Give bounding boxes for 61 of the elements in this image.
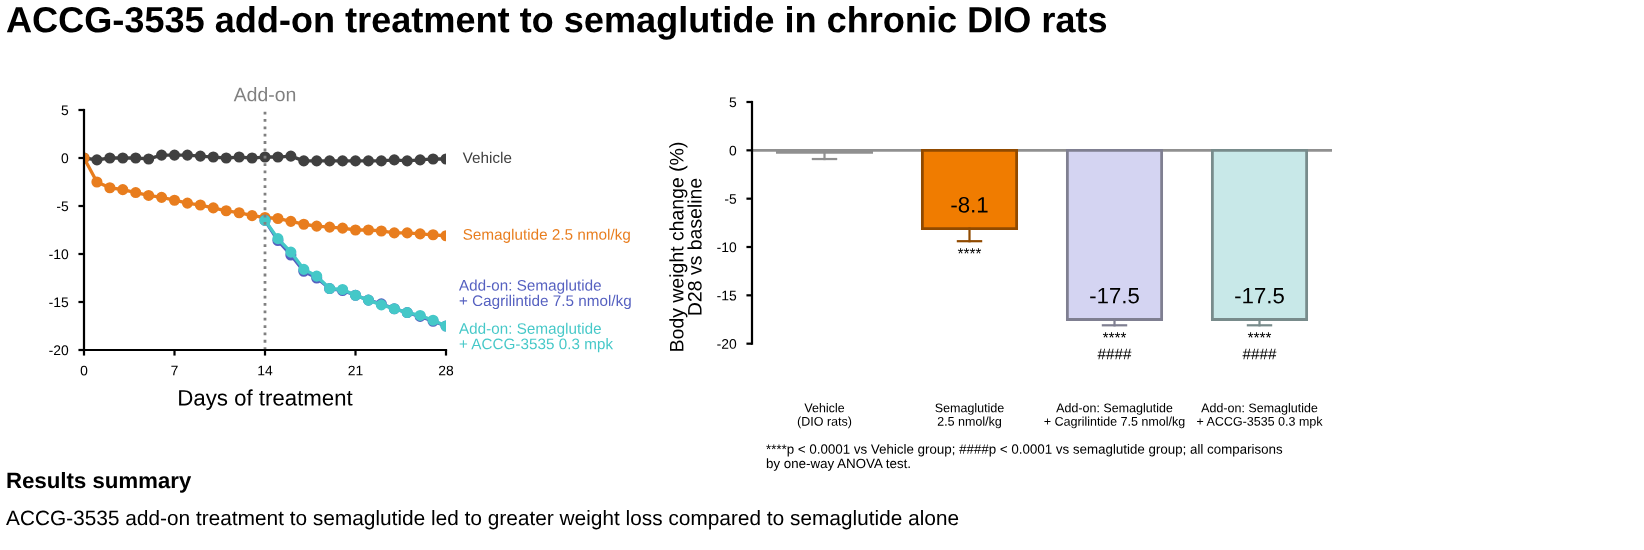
point [362,224,374,236]
point [91,154,103,166]
point [117,152,129,164]
point [181,197,193,209]
point [272,212,284,225]
point [349,155,362,167]
point [388,227,400,239]
point [233,207,245,219]
point [168,194,181,206]
point [91,176,103,188]
point [117,184,129,196]
point [181,149,193,161]
point [130,187,142,199]
point [375,155,387,167]
point [194,150,206,162]
point [414,228,426,240]
point [427,229,439,241]
point [156,149,168,161]
text: Results summary [7,472,192,493]
point [104,182,116,194]
point [401,155,413,167]
point [427,153,439,165]
point [220,205,232,217]
point [311,220,323,232]
point [362,155,374,167]
point [401,227,413,239]
point [220,152,232,164]
point [337,222,349,234]
data-label: -17.5 [1090,288,1139,304]
data-label: -17.5 [1235,288,1284,304]
text: ACCG-3535 add-on treatment to semaglutide led to greater weight loss compared to semaglutide alone [6,510,959,530]
point [324,221,336,233]
ref-line-label: Add-on [233,87,296,102]
point [375,225,387,237]
point [285,150,297,162]
point [285,215,297,227]
point [272,151,284,163]
y-axis-title: Body weight change (%) D28 vs baseline [669,142,702,351]
point [104,152,116,164]
point [156,191,168,203]
point [168,149,181,161]
point [324,155,336,167]
point [233,151,245,163]
point [207,202,219,214]
point [349,224,362,236]
point [337,155,349,167]
point [414,154,426,166]
point [298,218,310,230]
point [130,152,142,164]
text: ACCG-3535 add-on treatment to semaglutide in chronic DIO rats [6,6,1107,40]
point [388,154,400,166]
point [311,155,323,167]
point [143,189,155,201]
data-label: -8.1 [951,196,988,213]
point [143,153,155,165]
x-axis-title: Days of treatment [179,389,353,411]
point [207,151,219,163]
point [298,155,310,167]
point [246,210,258,222]
point [246,152,258,164]
point [194,199,206,211]
